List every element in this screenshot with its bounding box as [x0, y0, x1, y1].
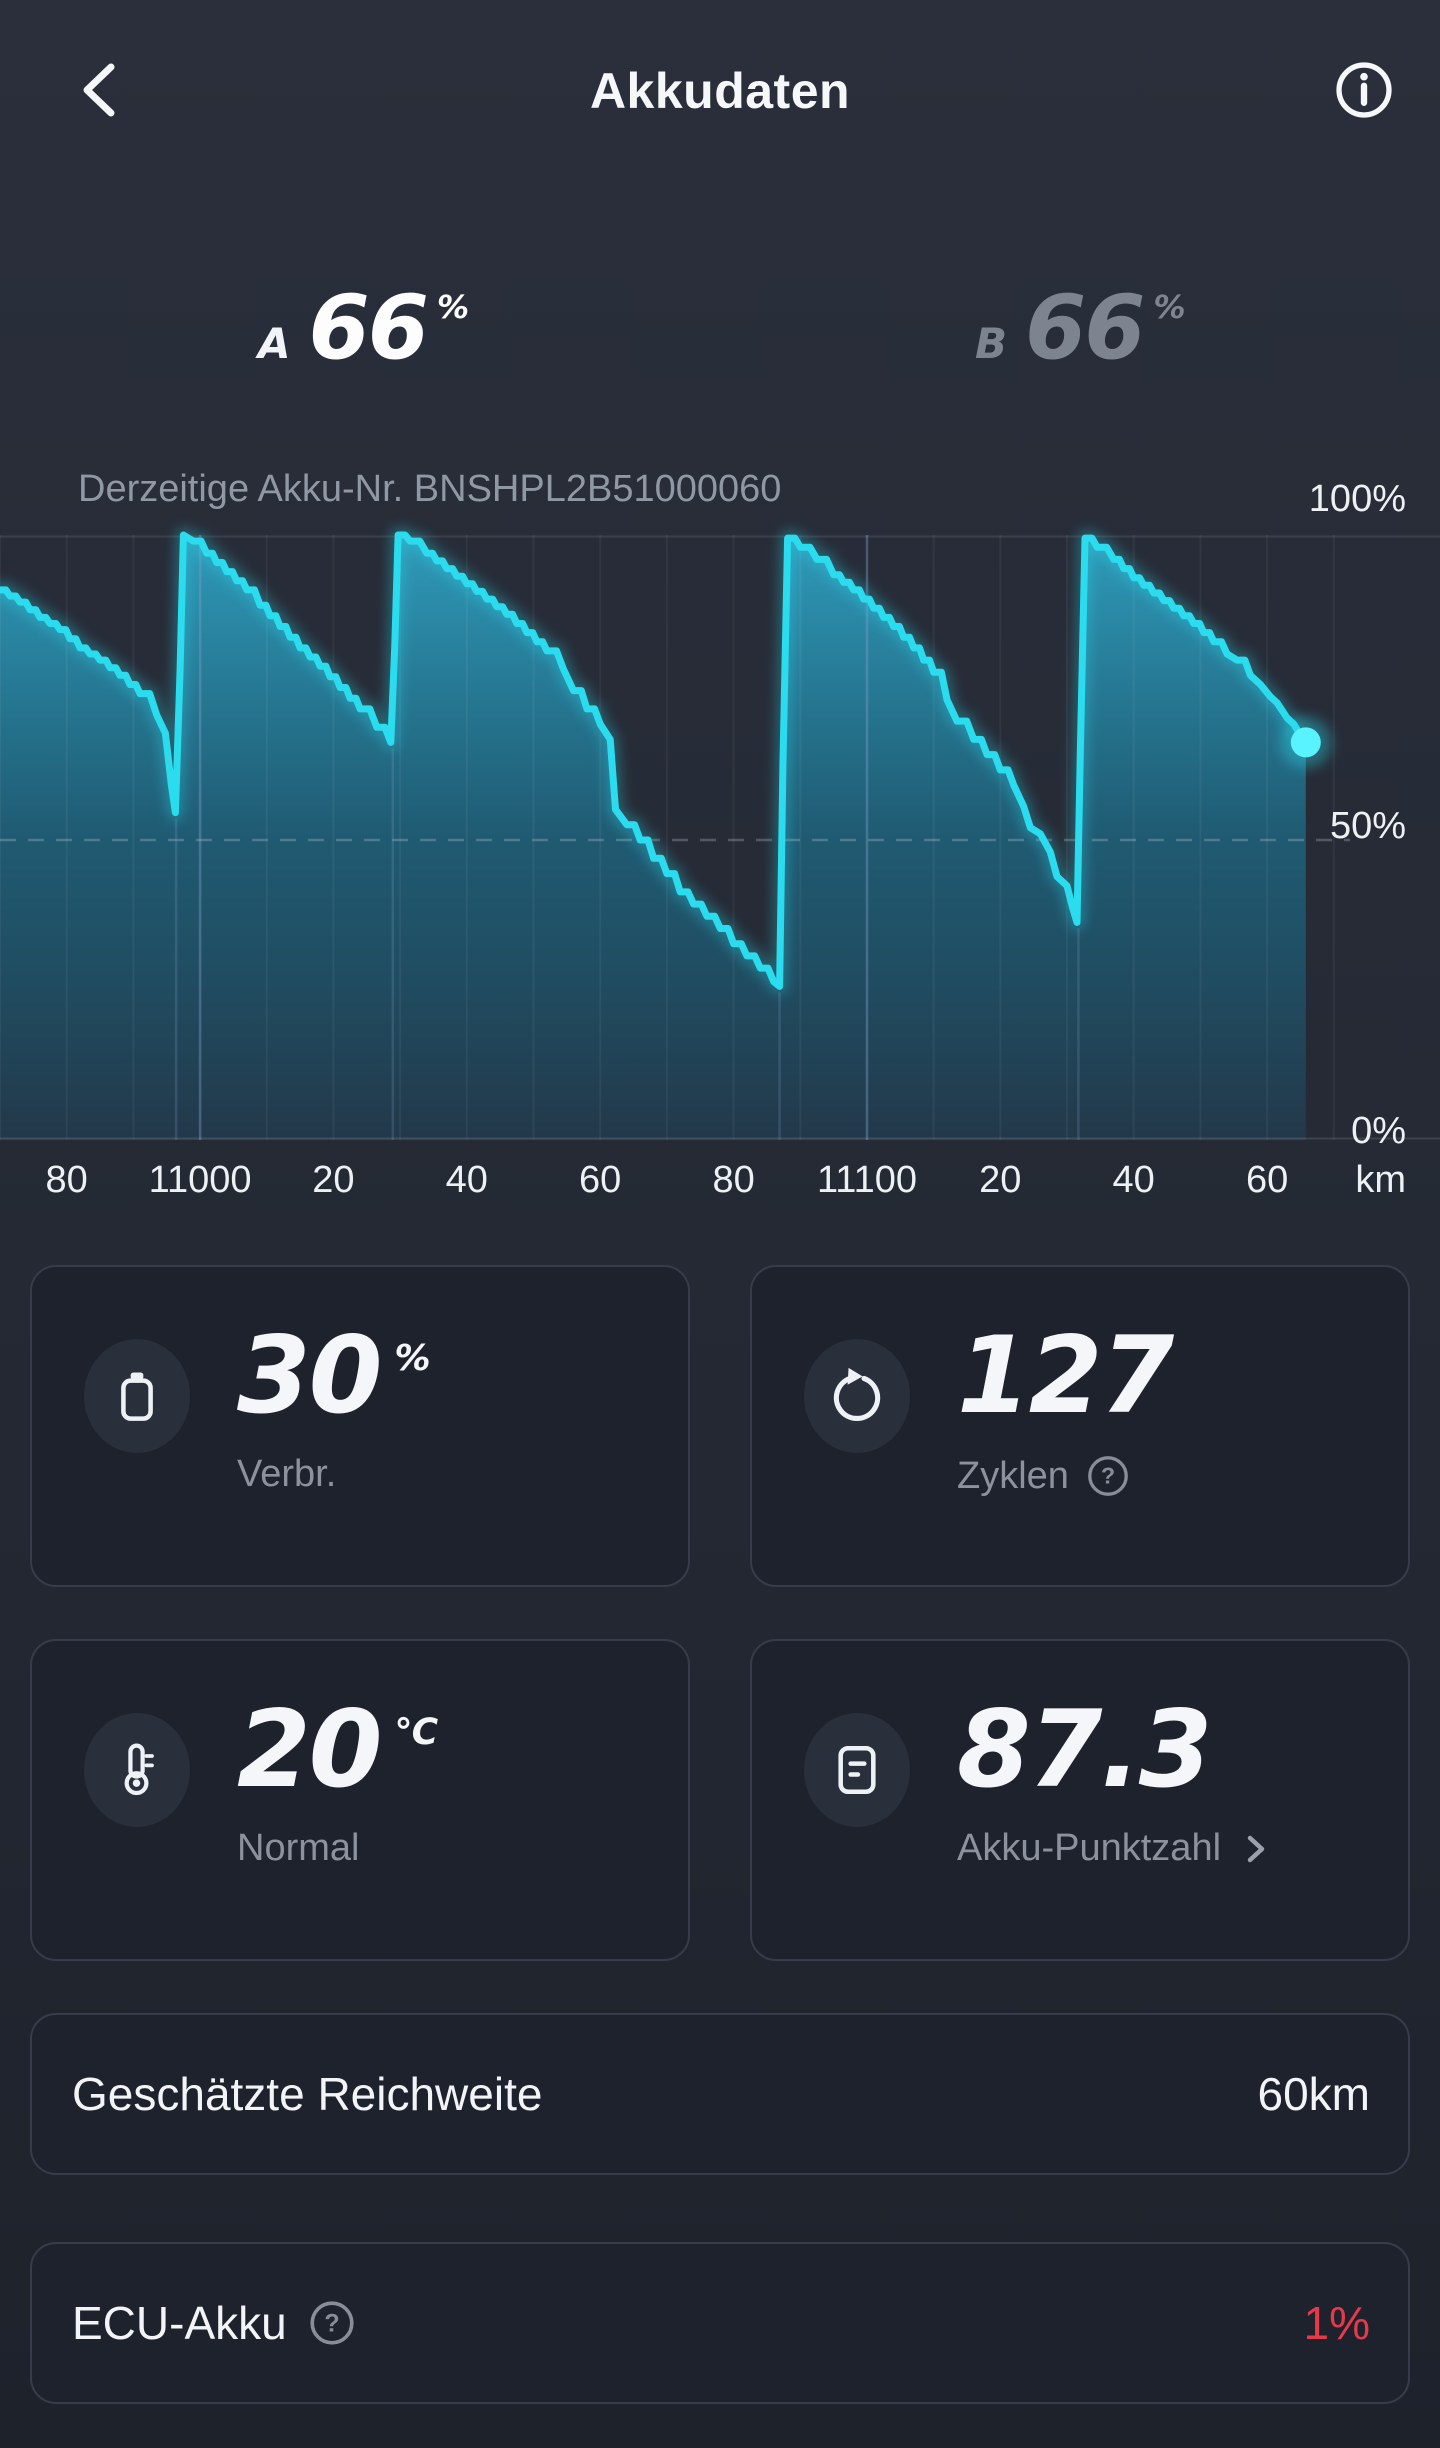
cycles-icon-badge — [804, 1339, 910, 1453]
back-button[interactable] — [70, 58, 134, 122]
y-tick-label: 100% — [1308, 478, 1406, 520]
chart-reference-lines — [0, 748, 1350, 1140]
chart-area-fill — [0, 535, 1306, 1140]
stat-card-battery-score[interactable]: 87.3 Akku-Punktzahl — [750, 1639, 1410, 1961]
battery-b-unit: % — [1153, 288, 1186, 326]
current-value-dot — [1290, 727, 1321, 758]
ecu-help-icon[interactable]: ? — [307, 2298, 357, 2348]
score-icon — [838, 1745, 876, 1795]
x-tick-label: 80 — [45, 1159, 88, 1201]
stat-card-consumption: 30 % Verbr. — [30, 1265, 690, 1587]
battery-b-value: 66 — [1025, 276, 1145, 379]
score-icon-badge — [804, 1713, 910, 1827]
info-icon — [1336, 62, 1392, 118]
y-tick-label: 50% — [1329, 805, 1406, 847]
x-tick-label: 60 — [579, 1159, 622, 1201]
battery-a-value: 66 — [308, 276, 429, 379]
estimated-range-label: Geschätzte Reichweite — [72, 2068, 543, 2120]
chart-series-line — [0, 527, 1332, 995]
ecu-battery-label: ECU-Akku — [72, 2297, 287, 2349]
x-tick-label: 20 — [312, 1159, 355, 1201]
battery-a-unit: % — [436, 288, 470, 326]
battery-icon — [121, 1372, 153, 1421]
cycles-help-icon[interactable]: ? — [1085, 1453, 1131, 1499]
battery-a-tab[interactable]: A 66 % — [258, 276, 469, 379]
cycles-icon — [833, 1367, 881, 1421]
score-value: 87.3 — [957, 1688, 1213, 1811]
consumption-label: Verbr. — [237, 1453, 337, 1495]
thermometer-icon-badge — [84, 1713, 190, 1827]
score-label: Akku-Punktzahl — [957, 1827, 1222, 1869]
x-tick-label: 11100 — [816, 1159, 918, 1201]
x-tick-label: 40 — [1112, 1159, 1155, 1201]
stat-card-cycles: 127 Zyklen ? — [750, 1265, 1410, 1587]
x-tick-label: 40 — [445, 1159, 488, 1201]
battery-a-label: A — [258, 319, 291, 368]
stat-card-temperature: 20 ℃ Normal — [30, 1639, 690, 1961]
estimated-range-value: 60km — [1257, 2068, 1370, 2120]
x-tick-label: 11000 — [148, 1159, 252, 1201]
cycles-value: 127 — [957, 1314, 1174, 1437]
y-tick-label: 0% — [1351, 1110, 1406, 1153]
info-button[interactable] — [1330, 56, 1398, 124]
x-axis-unit-label: km — [1355, 1159, 1406, 1201]
temperature-label: Normal — [237, 1827, 360, 1869]
chart-x-axis: km 80 11000 20 40 60 80 11100 20 40 60 — [0, 1150, 1440, 1210]
battery-icon-badge — [84, 1339, 190, 1453]
chevron-right-icon — [1247, 1835, 1265, 1862]
chevron-left-icon — [83, 63, 115, 117]
ecu-battery-row: ECU-Akku ? 1% — [30, 2242, 1410, 2404]
temperature-unit: ℃ — [394, 1712, 439, 1753]
battery-b-tab[interactable]: B 66 % — [975, 276, 1186, 379]
temperature-value: 20 — [237, 1688, 383, 1811]
battery-history-chart[interactable] — [0, 527, 1440, 1140]
area-fill — [0, 535, 1306, 1140]
x-tick-label: 60 — [1245, 1159, 1289, 1201]
battery-b-label: B — [975, 319, 1008, 368]
estimated-range-row: Geschätzte Reichweite 60km — [30, 2013, 1410, 2175]
svg-text:?: ? — [324, 2309, 339, 2337]
x-tick-label: 20 — [979, 1159, 1022, 1201]
consumption-unit: % — [394, 1338, 431, 1379]
svg-text:?: ? — [1101, 1463, 1115, 1489]
series-line — [0, 531, 1310, 990]
current-battery-number-label: Derzeitige Akku-Nr. BNSHPL2B51000060 — [78, 468, 782, 510]
chart-gridlines — [0, 535, 1440, 1140]
page-title: Akkudaten — [589, 63, 851, 119]
thermometer-icon — [124, 1743, 154, 1796]
cycles-label: Zyklen — [957, 1454, 1069, 1497]
consumption-value: 30 — [237, 1314, 383, 1437]
x-tick-label: 80 — [712, 1159, 755, 1201]
ecu-battery-value: 1% — [1303, 2297, 1370, 2349]
